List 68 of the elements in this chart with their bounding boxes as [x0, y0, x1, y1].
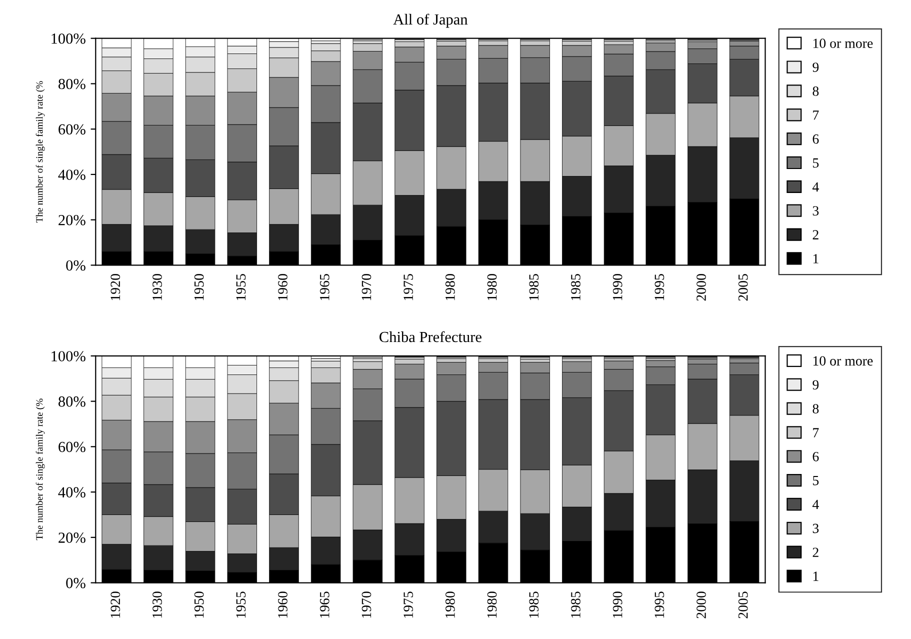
y-tick-label: 100%	[52, 33, 86, 44]
legend-label: 7	[813, 428, 819, 438]
x-tick-label: 1920	[110, 274, 120, 300]
x-tick-label: 1975	[404, 274, 413, 300]
x-tick-label: 1985	[529, 274, 539, 300]
legend-label: 7	[813, 110, 819, 120]
chart-title: Chiba Prefecture	[380, 331, 482, 342]
legend-label: 6	[812, 134, 819, 144]
x-tick-label: 1960	[278, 592, 288, 618]
y-axis-title: The number of single family rate (%	[36, 81, 45, 223]
legend-label: 2	[812, 230, 818, 240]
legend-label: 3	[812, 206, 819, 216]
x-tick-label: 1965	[320, 274, 330, 300]
x-tick-label: 1975	[404, 592, 413, 618]
x-tick-label: 1950	[194, 274, 204, 300]
x-tick-label: 1980	[445, 592, 455, 618]
legend-label: 8	[812, 86, 819, 96]
x-tick-label: 1990	[612, 274, 622, 300]
legend-label: 6	[812, 452, 819, 462]
x-tick-label: 1930	[152, 274, 162, 300]
x-tick-label: 1980	[487, 274, 497, 300]
y-tick-label: 60%	[58, 442, 86, 452]
x-tick-label: 1950	[194, 592, 204, 618]
x-tick-label: 1985	[571, 592, 580, 618]
y-tick-label: 20%	[58, 532, 86, 543]
legend-label: 9	[812, 62, 819, 72]
legend-label: 3	[812, 524, 819, 534]
x-tick-label: 1995	[654, 274, 664, 300]
x-tick-label: 1960	[278, 274, 288, 300]
x-tick-label: 1920	[110, 592, 120, 618]
x-tick-label: 1995	[654, 592, 664, 618]
x-tick-label: 1955	[236, 274, 246, 300]
x-tick-label: 1930	[152, 592, 162, 618]
text: 10 or more	[813, 356, 873, 366]
y-tick-label: 0%	[66, 578, 86, 588]
x-tick-label: 1985	[571, 274, 580, 300]
x-tick-label: 2005	[738, 592, 748, 618]
legend-label: 1	[813, 254, 818, 264]
legend-label: 1	[813, 572, 818, 581]
legend-label: 4	[812, 182, 819, 192]
x-tick-label: 2005	[738, 274, 748, 301]
x-tick-label: 1980	[487, 592, 497, 618]
legend-label: 4	[812, 500, 819, 510]
y-tick-label: 40%	[58, 170, 86, 180]
x-tick-label: 1970	[362, 592, 372, 618]
legend-label: 2	[812, 548, 818, 557]
y-axis-title: The number of single family rate (%	[36, 398, 45, 540]
chart-title: All of Japan	[393, 14, 468, 28]
y-tick-label: 80%	[58, 396, 86, 407]
x-tick-label: 1955	[236, 592, 246, 618]
y-tick-label: 20%	[58, 214, 86, 226]
x-tick-label: 1980	[445, 274, 455, 300]
x-tick-label: 1970	[362, 274, 372, 300]
x-tick-label: 2000	[696, 592, 706, 618]
x-tick-label: 1985	[529, 592, 539, 618]
y-tick-label: 40%	[58, 487, 86, 498]
text: 9	[812, 380, 819, 390]
legend-label: 10 or more	[813, 38, 873, 48]
y-tick-label: 100%	[52, 351, 86, 362]
legend-label: 5	[813, 476, 819, 486]
y-tick-label: 80%	[58, 78, 86, 90]
legend-label: 5	[813, 158, 819, 168]
text: 8	[812, 404, 819, 414]
y-tick-label: 0%	[66, 260, 86, 271]
y-tick-label: 60%	[58, 124, 86, 135]
x-tick-label: 2000	[696, 274, 706, 301]
x-tick-label: 1990	[612, 592, 622, 618]
x-tick-label: 1965	[320, 592, 330, 618]
